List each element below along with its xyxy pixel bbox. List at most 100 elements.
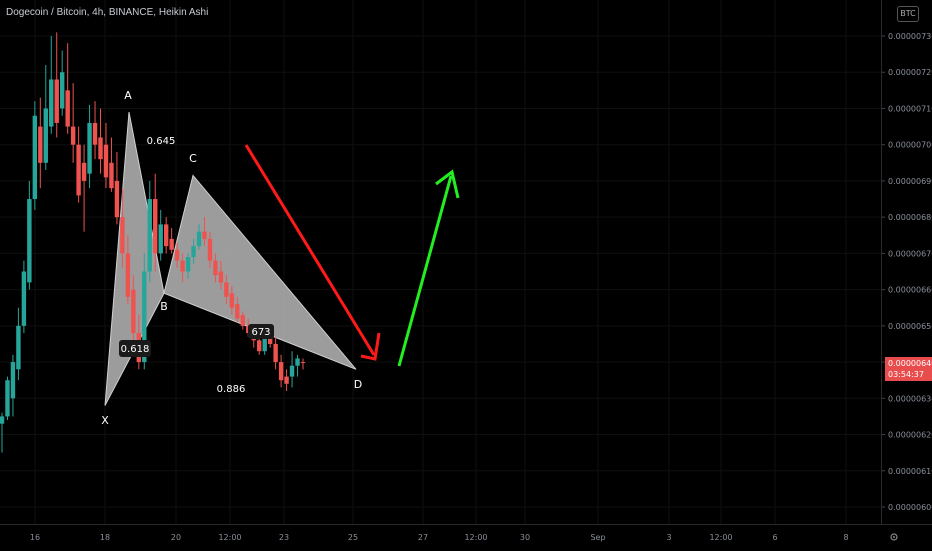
y-tick-label: 0.00000610: [888, 467, 932, 476]
y-tick-label: 0.00000680: [888, 213, 932, 222]
gear-icon[interactable]: [889, 532, 899, 542]
y-tick-label: 0.00000700: [888, 141, 932, 150]
last-price: 0.00000640: [888, 359, 932, 368]
candle: [131, 275, 136, 348]
candle-body: [202, 231, 207, 239]
candle: [76, 126, 81, 203]
candle: [295, 354, 300, 377]
point-label-x: X: [101, 414, 109, 427]
x-tick-label: Sep: [590, 533, 605, 542]
y-tick-label: 0.00000660: [888, 286, 932, 295]
candle-body: [153, 199, 158, 254]
candle: [278, 354, 284, 388]
candle-body: [229, 293, 235, 308]
candle-body: [262, 336, 267, 352]
candle-body: [38, 126, 43, 163]
x-tick-label: 16: [30, 533, 40, 542]
y-tick-label: 0.00000690: [888, 177, 932, 186]
time-axis[interactable]: [0, 524, 932, 551]
bar-countdown: 03:54:37: [888, 370, 924, 379]
candle-body: [76, 144, 81, 196]
candle-body: [114, 180, 120, 218]
candle: [16, 307, 21, 381]
candle: [21, 260, 27, 334]
candle-body: [224, 282, 229, 297]
candle: [196, 224, 202, 250]
candle-body: [180, 260, 185, 272]
point-label-c: C: [189, 152, 197, 165]
x-tick-label: 20: [171, 533, 181, 542]
candle-body: [295, 358, 300, 366]
currency-badge[interactable]: BTC: [897, 6, 919, 22]
x-tick-label: 8: [843, 533, 848, 542]
candle: [60, 50, 65, 116]
candle-body: [257, 340, 262, 352]
candle-body: [70, 126, 76, 145]
price-axis-border: [881, 0, 882, 524]
candle-body: [21, 271, 27, 326]
candle: [174, 242, 180, 268]
candle: [5, 376, 10, 421]
candle-body: [191, 246, 196, 258]
candle: [54, 32, 59, 138]
candle: [218, 260, 224, 290]
candle: [180, 253, 185, 283]
candle: [153, 173, 158, 272]
price-axis: 0.00000730 0.00000720 0.00000710 0.00000700…: [881, 32, 932, 512]
candle-body: [109, 162, 114, 189]
x-tick-label: 12:00: [464, 533, 487, 542]
x-tick-label: 25: [348, 533, 358, 542]
candle-body: [174, 249, 180, 261]
x-tick-label: 30: [520, 533, 530, 542]
x-tick-label: 23: [279, 533, 289, 542]
candle-body: [169, 238, 174, 250]
x-tick-label: 27: [418, 533, 428, 542]
chart-title: Dogecoin / Bitcoin, 4h, BINANCE, Heikin …: [6, 7, 209, 18]
candle-body: [103, 144, 109, 178]
candle-body: [125, 253, 131, 297]
candle-body: [240, 314, 245, 326]
candle-body: [43, 108, 48, 163]
candle: [284, 369, 289, 392]
candle: [213, 253, 218, 283]
ratio-label-673: 673: [251, 327, 270, 338]
candle-body: [0, 416, 5, 424]
candle: [169, 228, 174, 254]
ratio-label-0886: 0.886: [217, 384, 246, 395]
point-label-d: D: [354, 378, 362, 391]
candle: [38, 97, 43, 189]
ratio-box-673: [248, 324, 274, 339]
candle-body: [142, 271, 147, 363]
x-tick-label: 12:00: [218, 533, 241, 542]
candle: [229, 285, 235, 315]
x-tick-label: 18: [100, 533, 110, 542]
candle: [114, 151, 120, 225]
candle-body: [65, 90, 70, 127]
candle-body: [87, 122, 92, 174]
y-tick-label: 0.00000600: [888, 503, 932, 512]
candle: [289, 351, 295, 388]
point-label-a: A: [124, 89, 132, 102]
candle: [98, 108, 103, 174]
candle-body: [273, 343, 278, 363]
time-axis-labels: 16 18 20 12:00 23 25 27 12:00 30 Sep 3 12:00 6 8: [30, 533, 849, 542]
candle: [109, 137, 114, 192]
candle: [70, 83, 76, 163]
candle: [185, 253, 191, 279]
candle-body: [207, 238, 213, 261]
x-tick-label: 12:00: [709, 533, 732, 542]
candle-body: [120, 217, 125, 254]
candle-body: [185, 257, 191, 272]
candle: [240, 311, 245, 330]
candle: [163, 217, 169, 254]
y-tick-label: 0.00000710: [888, 104, 932, 113]
candle: [224, 275, 229, 305]
candle: [49, 36, 54, 134]
candle: [43, 64, 48, 171]
candle-body: [16, 325, 21, 370]
candle: [300, 358, 306, 370]
point-label-b: B: [160, 300, 168, 313]
y-tick-label: 0.00000630: [888, 394, 932, 403]
candle-body: [300, 362, 306, 364]
